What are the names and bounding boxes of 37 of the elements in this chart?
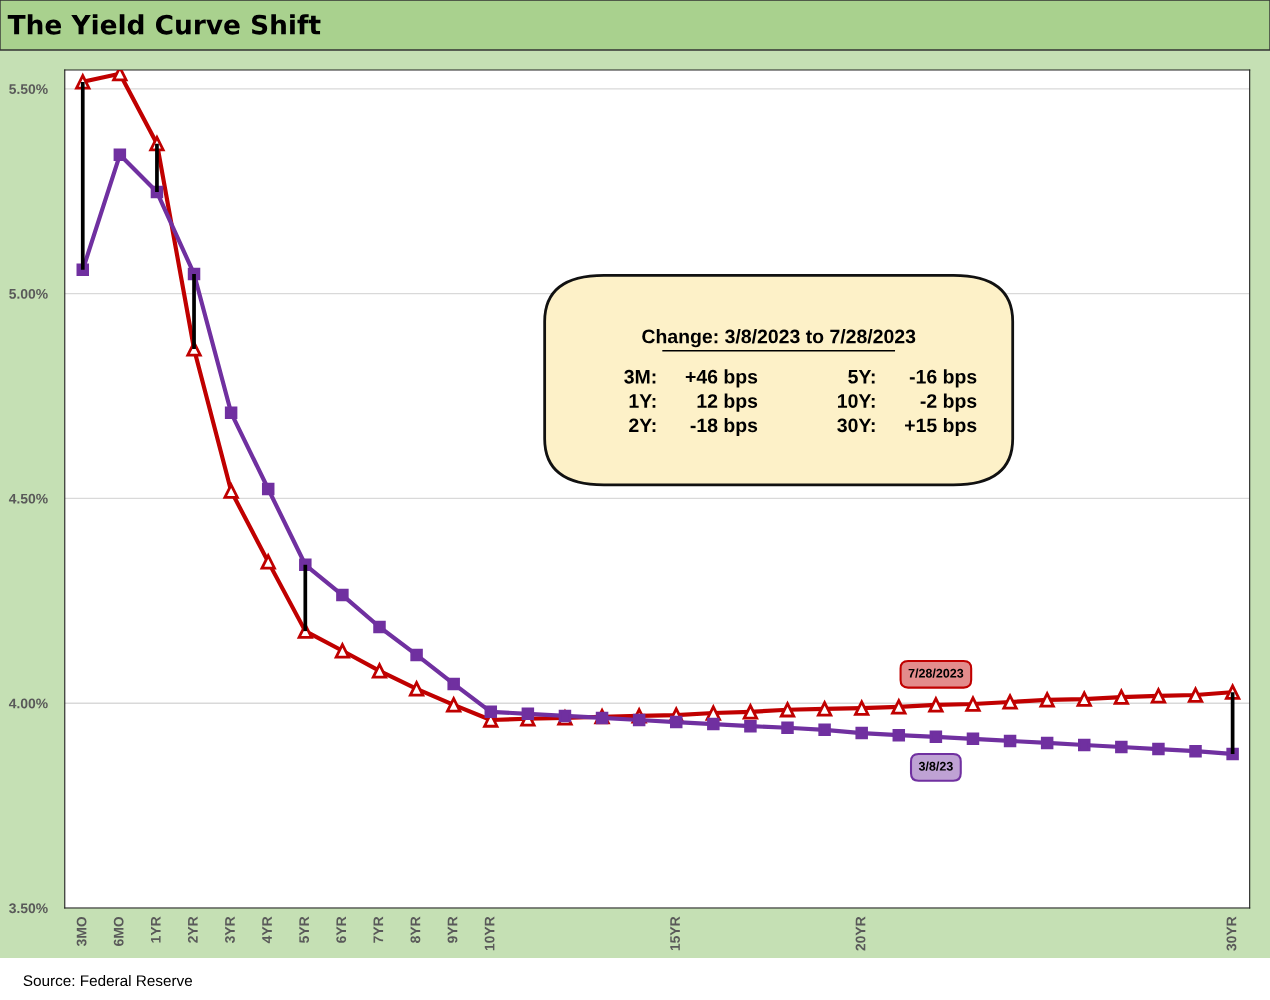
annotation: 30Y:: [837, 418, 875, 433]
x-tick-label: 15YR: [670, 916, 680, 951]
series-label: 3/8/23: [918, 761, 953, 771]
annotation: 10Y:: [838, 394, 875, 408]
x-tick-label: 6YR: [336, 916, 347, 943]
x-tick-label: 4YR: [262, 916, 272, 944]
annotation: 1Y:: [629, 394, 656, 408]
x-tick-label: 7YR: [373, 916, 384, 943]
y-tick-label: 5.00%: [9, 288, 48, 299]
annotation: Change: 3/8/2023 to 7/28/2023: [642, 329, 916, 348]
annotation: -16 bps: [909, 369, 977, 388]
x-tick-label: 8YR: [410, 916, 421, 943]
y-tick-label: 5.50%: [9, 84, 48, 95]
annotation: 3M:: [624, 369, 656, 384]
x-tick-label: 20YR: [855, 916, 866, 951]
x-tick-label: 10YR: [484, 916, 495, 951]
x-tick-label: 3MO: [76, 916, 87, 947]
y-tick-label: 4.00%: [8, 698, 48, 709]
annotation: -18 bps: [690, 417, 758, 437]
x-tick-label: 2YR: [187, 916, 198, 943]
x-tick-label: 9YR: [447, 916, 458, 943]
annotation: 5Y:: [848, 370, 875, 384]
annotation: -2 bps: [920, 393, 977, 412]
series-label: 7/28/2023: [908, 668, 964, 678]
source-note: Source: Federal Reserve: [23, 974, 193, 987]
chart-title: The Yield Curve Shift: [7, 14, 321, 35]
x-tick-label: 6MO: [113, 916, 124, 946]
x-tick-label: 1YR: [150, 916, 161, 943]
x-tick-label: 30YR: [1226, 916, 1237, 951]
x-tick-label: 3YR: [225, 916, 235, 944]
annotation: 2Y:: [629, 418, 656, 433]
x-tick-label: 5YR: [299, 916, 310, 943]
annotation: +46 bps: [685, 369, 758, 388]
y-tick-label: 4.50%: [8, 493, 48, 504]
y-tick-label: 3.50%: [9, 903, 48, 914]
annotation: +15 bps: [905, 417, 977, 437]
annotation: 12 bps: [697, 393, 758, 412]
